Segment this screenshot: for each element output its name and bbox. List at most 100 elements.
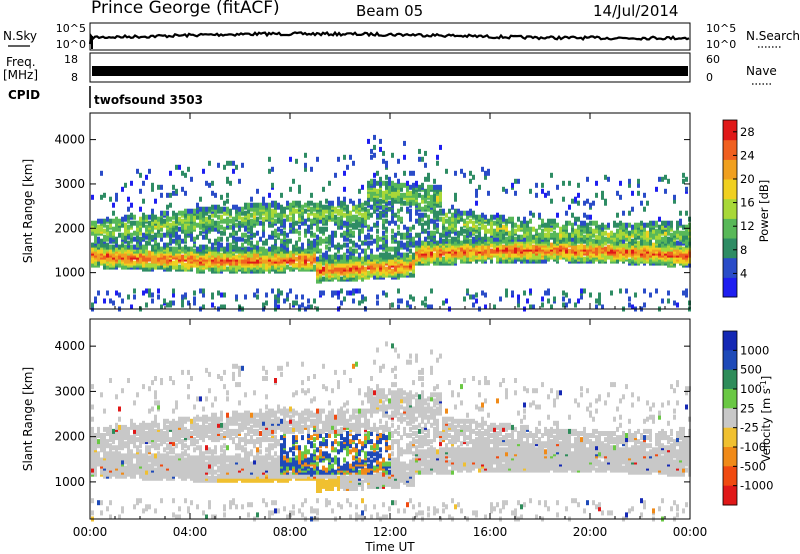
power-cell bbox=[301, 294, 304, 300]
power-cell bbox=[574, 228, 577, 234]
power-cell bbox=[154, 218, 157, 224]
power-cell bbox=[673, 300, 676, 306]
power-cell bbox=[322, 218, 325, 224]
power-cell bbox=[487, 168, 490, 174]
power-cell bbox=[325, 262, 328, 268]
velocity-cell bbox=[118, 459, 121, 465]
power-cell bbox=[355, 288, 358, 294]
power-cell bbox=[139, 206, 142, 212]
power-cell bbox=[154, 244, 157, 250]
power-cell bbox=[547, 190, 550, 196]
velocity-cell bbox=[124, 453, 127, 459]
power-cell bbox=[208, 246, 211, 252]
power-cell bbox=[574, 234, 577, 240]
power-cell bbox=[235, 164, 238, 170]
power-cell bbox=[109, 262, 112, 268]
power-cell bbox=[250, 212, 253, 218]
power-cell bbox=[118, 262, 121, 268]
power-cell bbox=[175, 264, 178, 270]
power-cell bbox=[373, 238, 376, 244]
power-cell bbox=[121, 246, 124, 252]
velocity-cell bbox=[163, 471, 166, 477]
power-cell bbox=[226, 236, 229, 242]
velocity-cell bbox=[169, 420, 172, 426]
power-cell bbox=[340, 232, 343, 238]
power-cell bbox=[676, 228, 679, 234]
power-cell bbox=[571, 226, 574, 232]
power-cell bbox=[280, 290, 283, 296]
power-cell bbox=[628, 234, 631, 240]
velocity-cell bbox=[124, 441, 127, 447]
velocity-cell bbox=[145, 459, 148, 465]
power-cell bbox=[547, 298, 550, 304]
power-cell bbox=[475, 218, 478, 224]
power-cell bbox=[94, 220, 97, 226]
power-cell bbox=[427, 184, 430, 190]
power-cell bbox=[601, 230, 604, 236]
power-cell bbox=[532, 238, 535, 244]
power-cell bbox=[499, 234, 502, 240]
velocity-cell bbox=[184, 431, 187, 436]
power-cell bbox=[571, 198, 574, 204]
power-cell bbox=[208, 250, 211, 256]
power-cell bbox=[232, 168, 235, 174]
power-cell bbox=[340, 288, 343, 294]
power-cell bbox=[229, 242, 232, 248]
velocity-cell bbox=[148, 386, 151, 392]
power-cell bbox=[661, 246, 664, 252]
power-cell bbox=[637, 256, 640, 262]
freq-panel-frame bbox=[89, 52, 691, 83]
power-cell bbox=[628, 258, 631, 264]
power-cell bbox=[418, 252, 421, 258]
power-cell bbox=[271, 230, 274, 236]
power-cell bbox=[544, 258, 547, 264]
power-cell bbox=[343, 186, 346, 192]
power-cell bbox=[553, 296, 556, 302]
noise-right-label: N.Search bbox=[746, 29, 800, 43]
power-cell bbox=[256, 210, 259, 216]
power-cell bbox=[169, 246, 172, 252]
power-cell bbox=[601, 252, 604, 258]
power-cell bbox=[211, 292, 214, 298]
power-cell bbox=[193, 296, 196, 302]
power-cell bbox=[286, 238, 289, 244]
power-cell bbox=[256, 188, 259, 194]
power-cell bbox=[313, 242, 316, 248]
power-cell bbox=[559, 226, 562, 232]
power-cell bbox=[439, 200, 442, 206]
power-cell bbox=[103, 192, 106, 198]
power-cell bbox=[376, 294, 379, 300]
power-cell bbox=[190, 208, 193, 214]
power-cell bbox=[295, 256, 298, 262]
power-cell bbox=[133, 288, 136, 294]
velocity-cell bbox=[181, 431, 184, 436]
power-cell bbox=[139, 236, 142, 242]
power-cell bbox=[373, 196, 376, 202]
power-cell bbox=[421, 222, 424, 228]
power-cell bbox=[514, 228, 517, 234]
power-cell bbox=[235, 230, 238, 236]
power-cell bbox=[376, 188, 379, 194]
power-cell bbox=[166, 302, 169, 308]
power-cell bbox=[412, 198, 415, 204]
power-colorbar-tick-label: 12 bbox=[740, 219, 755, 233]
power-cell bbox=[370, 226, 373, 232]
power-cell bbox=[538, 232, 541, 238]
power-cell bbox=[556, 232, 559, 238]
power-cell bbox=[274, 244, 277, 250]
power-cell bbox=[595, 234, 598, 240]
power-cell bbox=[370, 248, 373, 254]
power-cell bbox=[388, 200, 391, 206]
power-cell bbox=[121, 232, 124, 238]
power-cell bbox=[331, 242, 334, 248]
power-cell bbox=[202, 292, 205, 298]
power-cell bbox=[280, 192, 283, 198]
power-cell bbox=[523, 232, 526, 238]
power-cell bbox=[337, 196, 340, 202]
velocity-cell bbox=[118, 451, 121, 457]
power-y-tick-label: 2000 bbox=[54, 221, 85, 235]
power-cell bbox=[676, 240, 679, 246]
power-cell bbox=[421, 212, 424, 218]
power-cell bbox=[289, 228, 292, 234]
power-cell bbox=[298, 230, 301, 236]
